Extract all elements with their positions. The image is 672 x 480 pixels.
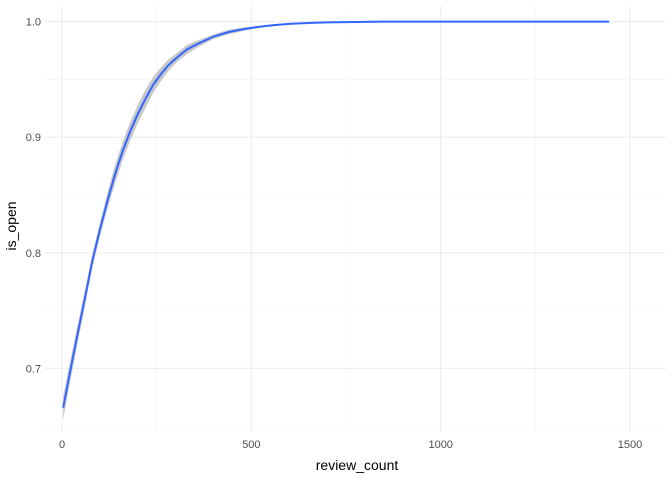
x-axis-title: review_count (316, 457, 399, 473)
y-axis-ticks: 0.7 0.8 0.9 1.0 (26, 17, 41, 376)
y-tick-label: 1.0 (26, 17, 41, 29)
y-axis-title: is_open (3, 201, 19, 250)
y-tick-label: 0.7 (26, 363, 41, 375)
confidence-ribbon (63, 21, 610, 420)
grid (45, 6, 666, 432)
x-tick-label: 1000 (428, 439, 452, 451)
y-tick-label: 0.9 (26, 132, 41, 144)
x-tick-label: 1500 (618, 439, 642, 451)
x-tick-label: 500 (242, 439, 260, 451)
x-tick-label: 0 (59, 439, 65, 451)
y-tick-label: 0.8 (26, 248, 41, 260)
x-axis-ticks: 0 500 1000 1500 (59, 439, 642, 451)
fit-line (62, 20, 610, 408)
